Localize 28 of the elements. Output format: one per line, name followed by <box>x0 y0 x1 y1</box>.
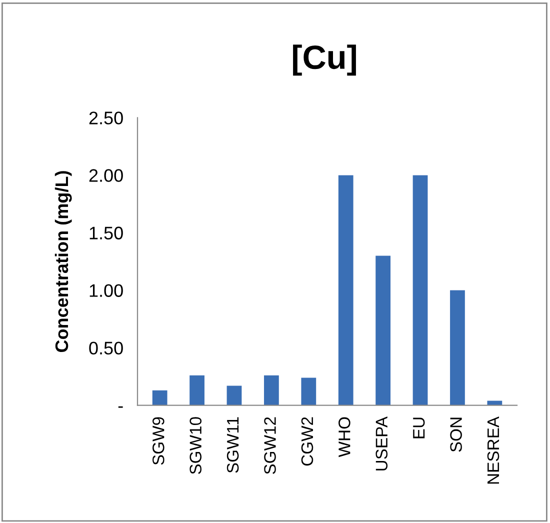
y-tick-label: - <box>118 406 123 408</box>
y-tick-label: 1.00 <box>90 284 123 297</box>
bar <box>264 375 279 406</box>
x-tick-label: SGW11 <box>226 417 239 473</box>
bar <box>376 256 390 406</box>
bar <box>226 386 242 406</box>
bar <box>412 175 428 406</box>
x-tick-label: SGW12 <box>264 417 276 474</box>
bar <box>450 290 465 406</box>
bar <box>190 375 204 406</box>
bar <box>338 175 354 406</box>
chart-title: [Cu] <box>293 44 356 76</box>
x-tick-label: NESREA <box>487 416 500 484</box>
y-tick-label: 1.50 <box>90 226 123 240</box>
bar <box>301 378 316 406</box>
y-tick-label: 0.50 <box>89 342 123 355</box>
x-tick-label: SGW10 <box>190 417 202 474</box>
y-axis-title: Concentration (mg/L) <box>54 171 72 352</box>
x-tick-label: CGW2 <box>301 417 314 466</box>
bar <box>152 390 168 406</box>
x-tick-label: SGW9 <box>152 417 164 465</box>
y-tick-label: 2.00 <box>89 169 123 182</box>
x-tick-label: EU <box>413 418 425 438</box>
x-tick-label: SON <box>450 418 462 452</box>
bar <box>487 400 502 406</box>
y-tick-label: 2.50 <box>89 112 123 124</box>
x-tick-label: USEPA <box>376 416 388 470</box>
x-tick-label: WHO <box>338 417 350 458</box>
